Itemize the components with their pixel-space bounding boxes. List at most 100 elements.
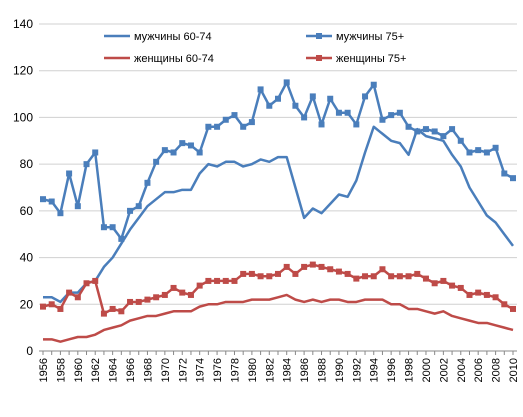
series-line [42,81,514,241]
y-tick-label: 20 [20,297,34,311]
x-tick-label: 2004 [456,358,468,382]
data-point [248,270,255,277]
legend-marker [316,55,322,61]
data-point [396,109,403,116]
data-point [92,277,99,284]
data-point [414,270,421,277]
x-tick-label: 2008 [491,358,503,382]
x-axis-ticks: 1956 1958 1960 1962 1964 1966 1968 1970 1972 1974… [38,351,520,382]
y-tick-label: 40 [20,251,34,265]
data-point [214,123,221,130]
x-tick-label: 1986 [299,358,311,382]
data-point [170,284,177,291]
y-tick-label: 120 [13,64,33,78]
x-tick-label: 1990 [334,358,346,382]
y-axis-ticks: 0 20 40 60 80 100 120 140 [13,17,33,358]
data-point [449,282,456,289]
data-point [301,114,308,121]
data-point [362,93,369,100]
data-point [222,116,229,123]
data-point [170,149,177,156]
data-point [118,235,125,242]
data-point [179,140,186,147]
data-point [457,137,464,144]
grid-lines [39,23,517,352]
data-point [405,273,412,280]
x-tick-label: 1970 [160,358,172,382]
data-point [205,123,212,130]
data-point [109,305,116,312]
data-point [431,280,438,287]
x-tick-label: 1960 [73,358,85,382]
data-point [318,121,325,128]
data-point [388,112,395,119]
data-point [109,224,116,231]
series-line [43,293,514,343]
x-tick-label: 2000 [421,358,433,382]
data-point [301,263,308,270]
legend-label: мужчины 60-74 [134,31,212,43]
data-point [266,273,273,280]
data-point [205,277,212,284]
legend-label: мужчины 75+ [336,31,404,43]
x-tick-label: 1984 [282,358,294,382]
data-point [327,266,334,273]
data-point [222,277,229,284]
data-point [127,298,134,305]
data-point [475,289,482,296]
data-point [240,123,247,130]
x-tick-label: 1998 [404,358,416,382]
data-point [153,158,160,165]
data-point [422,275,429,282]
x-tick-label: 1958 [55,358,67,382]
data-point [187,142,194,149]
x-tick-label: 1974 [195,358,207,382]
data-point [475,147,482,154]
data-point [127,207,134,214]
x-tick-label: 1982 [264,358,276,382]
data-point [309,93,316,100]
data-point [48,301,55,308]
legend-label: женщины 75+ [336,53,406,65]
data-point [161,291,168,298]
data-point [100,224,107,231]
data-point [248,119,255,126]
x-tick-label: 1968 [142,358,154,382]
data-point [362,273,369,280]
data-point [292,102,299,109]
x-tick-label: 1996 [386,358,398,382]
data-point [275,95,281,102]
data-point [40,196,46,203]
data-point [257,86,264,93]
data-point [92,149,99,156]
series-3 [43,293,514,343]
data-point [187,291,194,298]
x-tick-label: 1978 [229,358,241,382]
data-point [379,266,386,273]
legend-item: мужчины 60-74 [104,31,212,43]
y-tick-label: 100 [13,110,33,124]
data-point [379,116,386,123]
data-point [483,149,490,156]
data-point [57,305,64,312]
data-point [283,79,290,86]
x-tick-label: 2010 [508,358,520,382]
x-tick-label: 1956 [38,358,50,382]
series-group [40,79,516,343]
data-point [266,102,273,109]
data-point [118,308,125,315]
data-point [74,294,81,301]
data-point [396,273,403,280]
legend-item: мужчины 75+ [306,31,404,43]
data-point [440,133,447,140]
y-tick-label: 80 [20,157,34,171]
x-tick-label: 1972 [177,358,189,382]
data-point [135,298,142,305]
data-point [466,149,473,156]
x-tick-label: 1994 [369,358,381,382]
data-point [275,270,281,277]
data-point [240,270,247,277]
data-point [196,282,203,289]
x-tick-label: 1964 [108,358,120,382]
